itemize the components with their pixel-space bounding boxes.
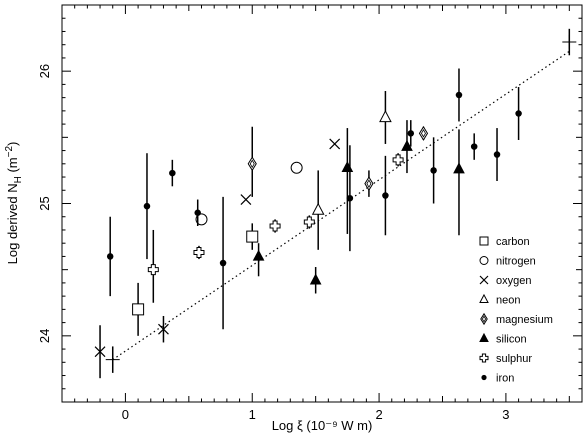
legend-marker-magnesium	[480, 312, 488, 326]
point-neon-1	[379, 110, 392, 123]
point-sulphur-3	[303, 216, 315, 228]
fit-line	[112, 50, 570, 361]
point-iron-6	[382, 192, 389, 199]
legend-marker-iron	[481, 374, 487, 381]
y-axis-title-unit: (m	[5, 157, 20, 176]
point-iron-4	[219, 259, 227, 267]
x-tick-label: 2	[375, 407, 382, 422]
point-magnesium-2-inner	[421, 129, 426, 138]
x-tick-label: 0	[122, 407, 129, 422]
point-iron-0	[106, 253, 114, 260]
point-nitrogen-1	[290, 161, 303, 174]
fit-line-path	[112, 50, 570, 361]
y-axis-title-prefix: Log derived N	[5, 183, 20, 264]
point-silicon-0	[252, 249, 265, 261]
point-iron-9	[455, 91, 463, 99]
legend-label-iron: iron	[496, 373, 514, 385]
point-oxygen-1	[158, 323, 169, 335]
y-tick-label: 25	[37, 196, 52, 210]
legend-label-neon: neon	[496, 295, 520, 307]
point-magnesium-1-inner	[366, 179, 372, 188]
point-magnesium-1	[364, 176, 374, 192]
x-axis-title: Log ξ (10⁻⁹ W m)	[272, 418, 373, 433]
legend-marker-magnesium-inner	[481, 315, 487, 323]
point-extra-1	[105, 352, 120, 367]
point-silicon-2	[341, 160, 354, 173]
point-iron-11	[493, 151, 501, 158]
y-axis-title-exponent: −2	[4, 146, 15, 158]
legend: carbon nitrogen oxygen neon magnesium silicon…	[479, 236, 553, 385]
legend-marker-carbon	[479, 236, 489, 246]
point-iron-12	[515, 110, 522, 117]
point-iron-5	[346, 194, 354, 202]
point-iron-2	[169, 169, 176, 177]
point-extra-0	[562, 35, 577, 50]
legend-label-magnesium: magnesium	[496, 314, 553, 326]
legend-marker-silicon	[479, 332, 489, 342]
legend-label-sulphur: sulphur	[496, 353, 532, 365]
point-oxygen-2	[240, 194, 252, 205]
y-axis-title-unit-close: )	[5, 142, 20, 146]
y-tick-label: 26	[37, 64, 52, 78]
point-iron-7	[407, 130, 415, 137]
legend-marker-neon	[479, 293, 489, 303]
point-sulphur-1	[193, 246, 205, 258]
point-nitrogen-0	[195, 213, 208, 226]
point-magnesium-0-inner	[249, 159, 255, 169]
legend-label-nitrogen: nitrogen	[496, 256, 536, 268]
legend-label-oxygen: oxygen	[496, 275, 531, 287]
point-silicon-3	[401, 139, 413, 151]
legend-label-carbon: carbon	[496, 236, 530, 248]
point-magnesium-2	[418, 125, 429, 141]
data-points	[94, 28, 577, 379]
point-iron-1	[143, 202, 151, 210]
point-iron-8	[430, 167, 437, 174]
point-magnesium-0	[247, 156, 257, 172]
legend-marker-nitrogen	[479, 256, 489, 265]
point-silicon-4	[453, 162, 465, 174]
point-carbon-1	[246, 230, 259, 243]
y-tick-label: 24	[37, 329, 52, 343]
point-neon-0	[311, 202, 325, 215]
x-tick-label: 3	[502, 407, 509, 422]
point-sulphur-2	[269, 220, 281, 232]
x-tick-label: 1	[249, 407, 256, 422]
y-axis-title-subscript: H	[13, 176, 24, 183]
point-iron-3	[194, 209, 201, 217]
point-oxygen-0	[94, 346, 106, 358]
point-sulphur-4	[392, 154, 404, 166]
point-sulphur-0	[147, 264, 159, 276]
point-carbon-0	[132, 303, 145, 316]
legend-marker-sulphur	[479, 353, 489, 363]
y-axis-title: Log derived NH (m−2)	[4, 142, 24, 265]
legend-label-silicon: silicon	[496, 334, 527, 346]
point-silicon-1	[309, 273, 322, 285]
point-oxygen-3	[329, 138, 341, 150]
point-iron-10	[470, 143, 478, 150]
legend-marker-oxygen	[479, 275, 489, 285]
